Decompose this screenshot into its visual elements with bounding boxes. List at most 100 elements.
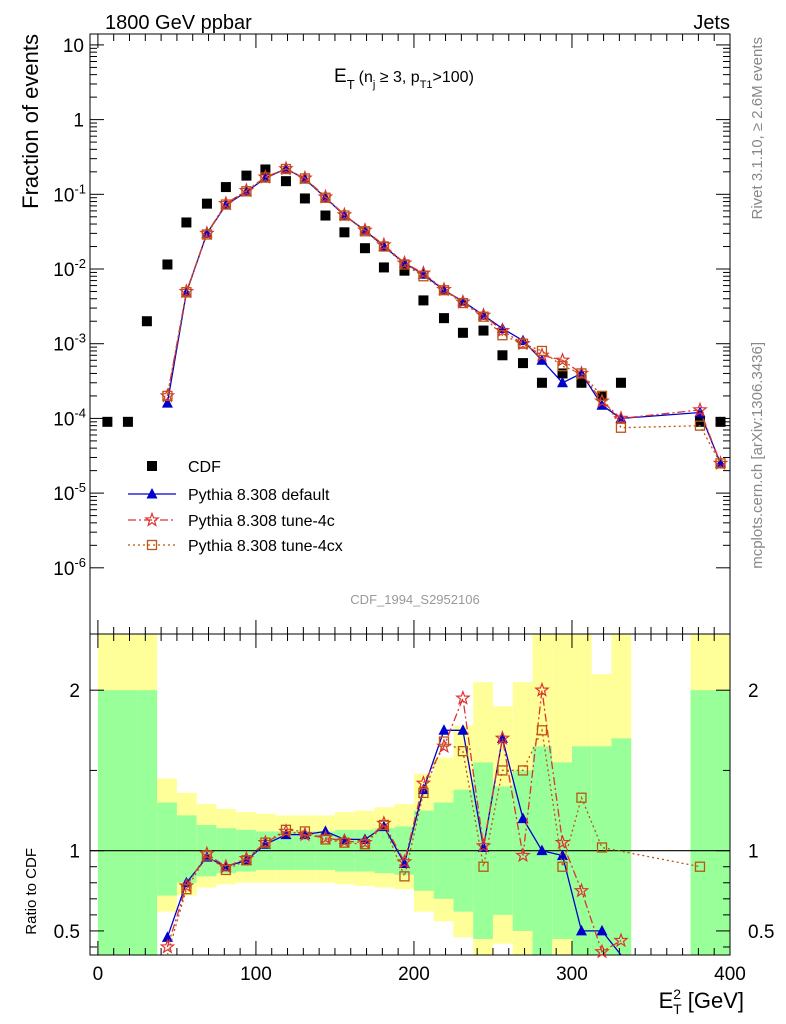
main-point-default [536,354,548,365]
main-point-tune-4cx [162,390,173,402]
main-y-tick-label: 10-6 [53,555,86,580]
main-point-tune-4cx [241,186,252,197]
ratio-y-tick-label-left: 1 [69,842,80,863]
main-point-cdf [339,227,350,238]
ratio-point-default [575,924,587,936]
main-point-tune-4cx [557,361,568,372]
main-point-cdf [615,377,626,388]
legend-marker-default [146,488,158,499]
main-point-tune-4cx [576,368,587,379]
ratio-point-tune-4cx [378,819,390,831]
main-point-cdf [536,377,547,388]
ratio-band-inner-bin [97,690,138,955]
plot-frames [89,33,731,956]
ratio-point-tune-4c [494,730,511,746]
legend-label-cdf: CDF [188,459,221,476]
main-point-cdf [478,325,489,336]
ratio-point-tune-4c [554,834,571,850]
main-point-tune-4cx [359,226,371,237]
main-point-tune-4cx [260,172,271,183]
main-point-cdf [220,182,231,193]
main-point-cdf [399,265,410,276]
plot-title: ET (nj ≥ 3, pT1>100) [334,66,474,92]
main-point-tune-4cx [220,199,232,210]
ratio-point-tune-4cx [220,864,232,876]
ratio-point-tune-4cx [260,837,271,848]
ratio-point-tune-4cx [557,861,568,872]
ratio-point-default [556,849,568,860]
legend-marker-cdf [147,461,157,471]
ratio-point-tune-4cx [418,787,429,799]
x-label-t-sub: T [673,1001,682,1017]
ratio-point-tune-4c [594,943,610,959]
main-point-tune-4cx [715,458,726,469]
main-point-cdf [557,368,568,379]
ratio-point-tune-4c [613,932,629,948]
ratio-point-tune-4cx [457,746,469,757]
main-y-tick-label: 10-1 [53,181,86,206]
main-point-cdf [122,416,133,427]
ratio-point-default [438,724,450,735]
ratio-point-tune-4c [159,938,176,954]
ratio-point-tune-4cx [596,842,608,853]
main-point-default [161,397,173,408]
ratio-uncertainty-bands [97,634,730,955]
main-point-cdf [457,327,468,338]
main-point-tune-4cx [438,285,450,296]
main-y-tick-label: 1 [73,111,84,132]
main-y-tick-label: 10-4 [53,405,86,430]
legend-label-tune-4cx: Pythia 8.308 tune-4cx [188,538,343,555]
ratio-band-inner-bin [611,738,632,955]
ratio-point-tune-4c [455,689,471,705]
main-point-tune-4cx [457,297,469,309]
ratio-point-tune-4cx [399,871,410,882]
ratio-point-tune-4cx [201,850,213,861]
plot-title-t-sub: T [347,77,355,92]
ratio-point-tune-4c [534,681,550,697]
main-point-cdf [201,198,212,209]
main-point-tune-4cx [517,338,529,349]
ratio-point-tune-4c [396,853,413,869]
ratio-y-tick-label-left: 0.5 [54,922,80,943]
ratio-series-line-tune-4c [166,690,622,953]
main-point-cdf [715,416,726,427]
legend-label-default: Pythia 8.308 default [188,487,330,504]
main-point-cdf [517,358,528,369]
main-point-cdf [378,262,389,273]
main-point-tune-4cx [280,163,292,175]
main-point-tune-4cx [378,241,390,252]
main-point-tune-4cx [201,229,213,240]
ratio-band-inner-bin [157,802,177,896]
main-point-tune-4cx [181,287,192,298]
main-point-cdf [162,259,173,270]
main-point-tune-4c [494,322,511,338]
ratio-panel-frame [89,633,731,956]
main-panel-frame [89,33,731,635]
ratio-band-inner-bin [176,815,197,883]
plot-title-mid: ≥ 3, p [375,69,419,86]
main-point-tune-4cx [615,422,627,433]
ratio-point-tune-4cx [576,792,587,803]
main-point-cdf [320,210,331,221]
ratio-x-tick-label: 400 [714,964,746,985]
ratio-band-inner-bin [137,690,158,955]
main-point-tune-4cx [478,311,489,322]
main-point-tune-4cx [399,259,410,270]
ratio-point-tune-4c [178,877,195,893]
main-point-cdf [241,170,252,181]
ratio-point-tune-4cx [536,725,548,736]
ratio-point-tune-4cx [359,839,371,850]
main-point-tune-4cx [694,420,706,431]
main-point-cdf [181,217,192,228]
main-point-tune-4cx [320,192,331,203]
plot-title-t1-sub: T1 [420,79,433,91]
main-point-cdf [438,313,449,324]
main-point-tune-4c [554,352,571,367]
ratio-point-tune-4cx [438,736,450,747]
main-point-tune-4cx [418,271,429,282]
x-label-unit: [GeV] [682,988,744,1013]
ratio-point-tune-4cx [694,861,706,872]
ratio-y-tick-label-right: 1 [748,842,759,863]
ratio-x-tick-label: 0 [93,964,104,985]
